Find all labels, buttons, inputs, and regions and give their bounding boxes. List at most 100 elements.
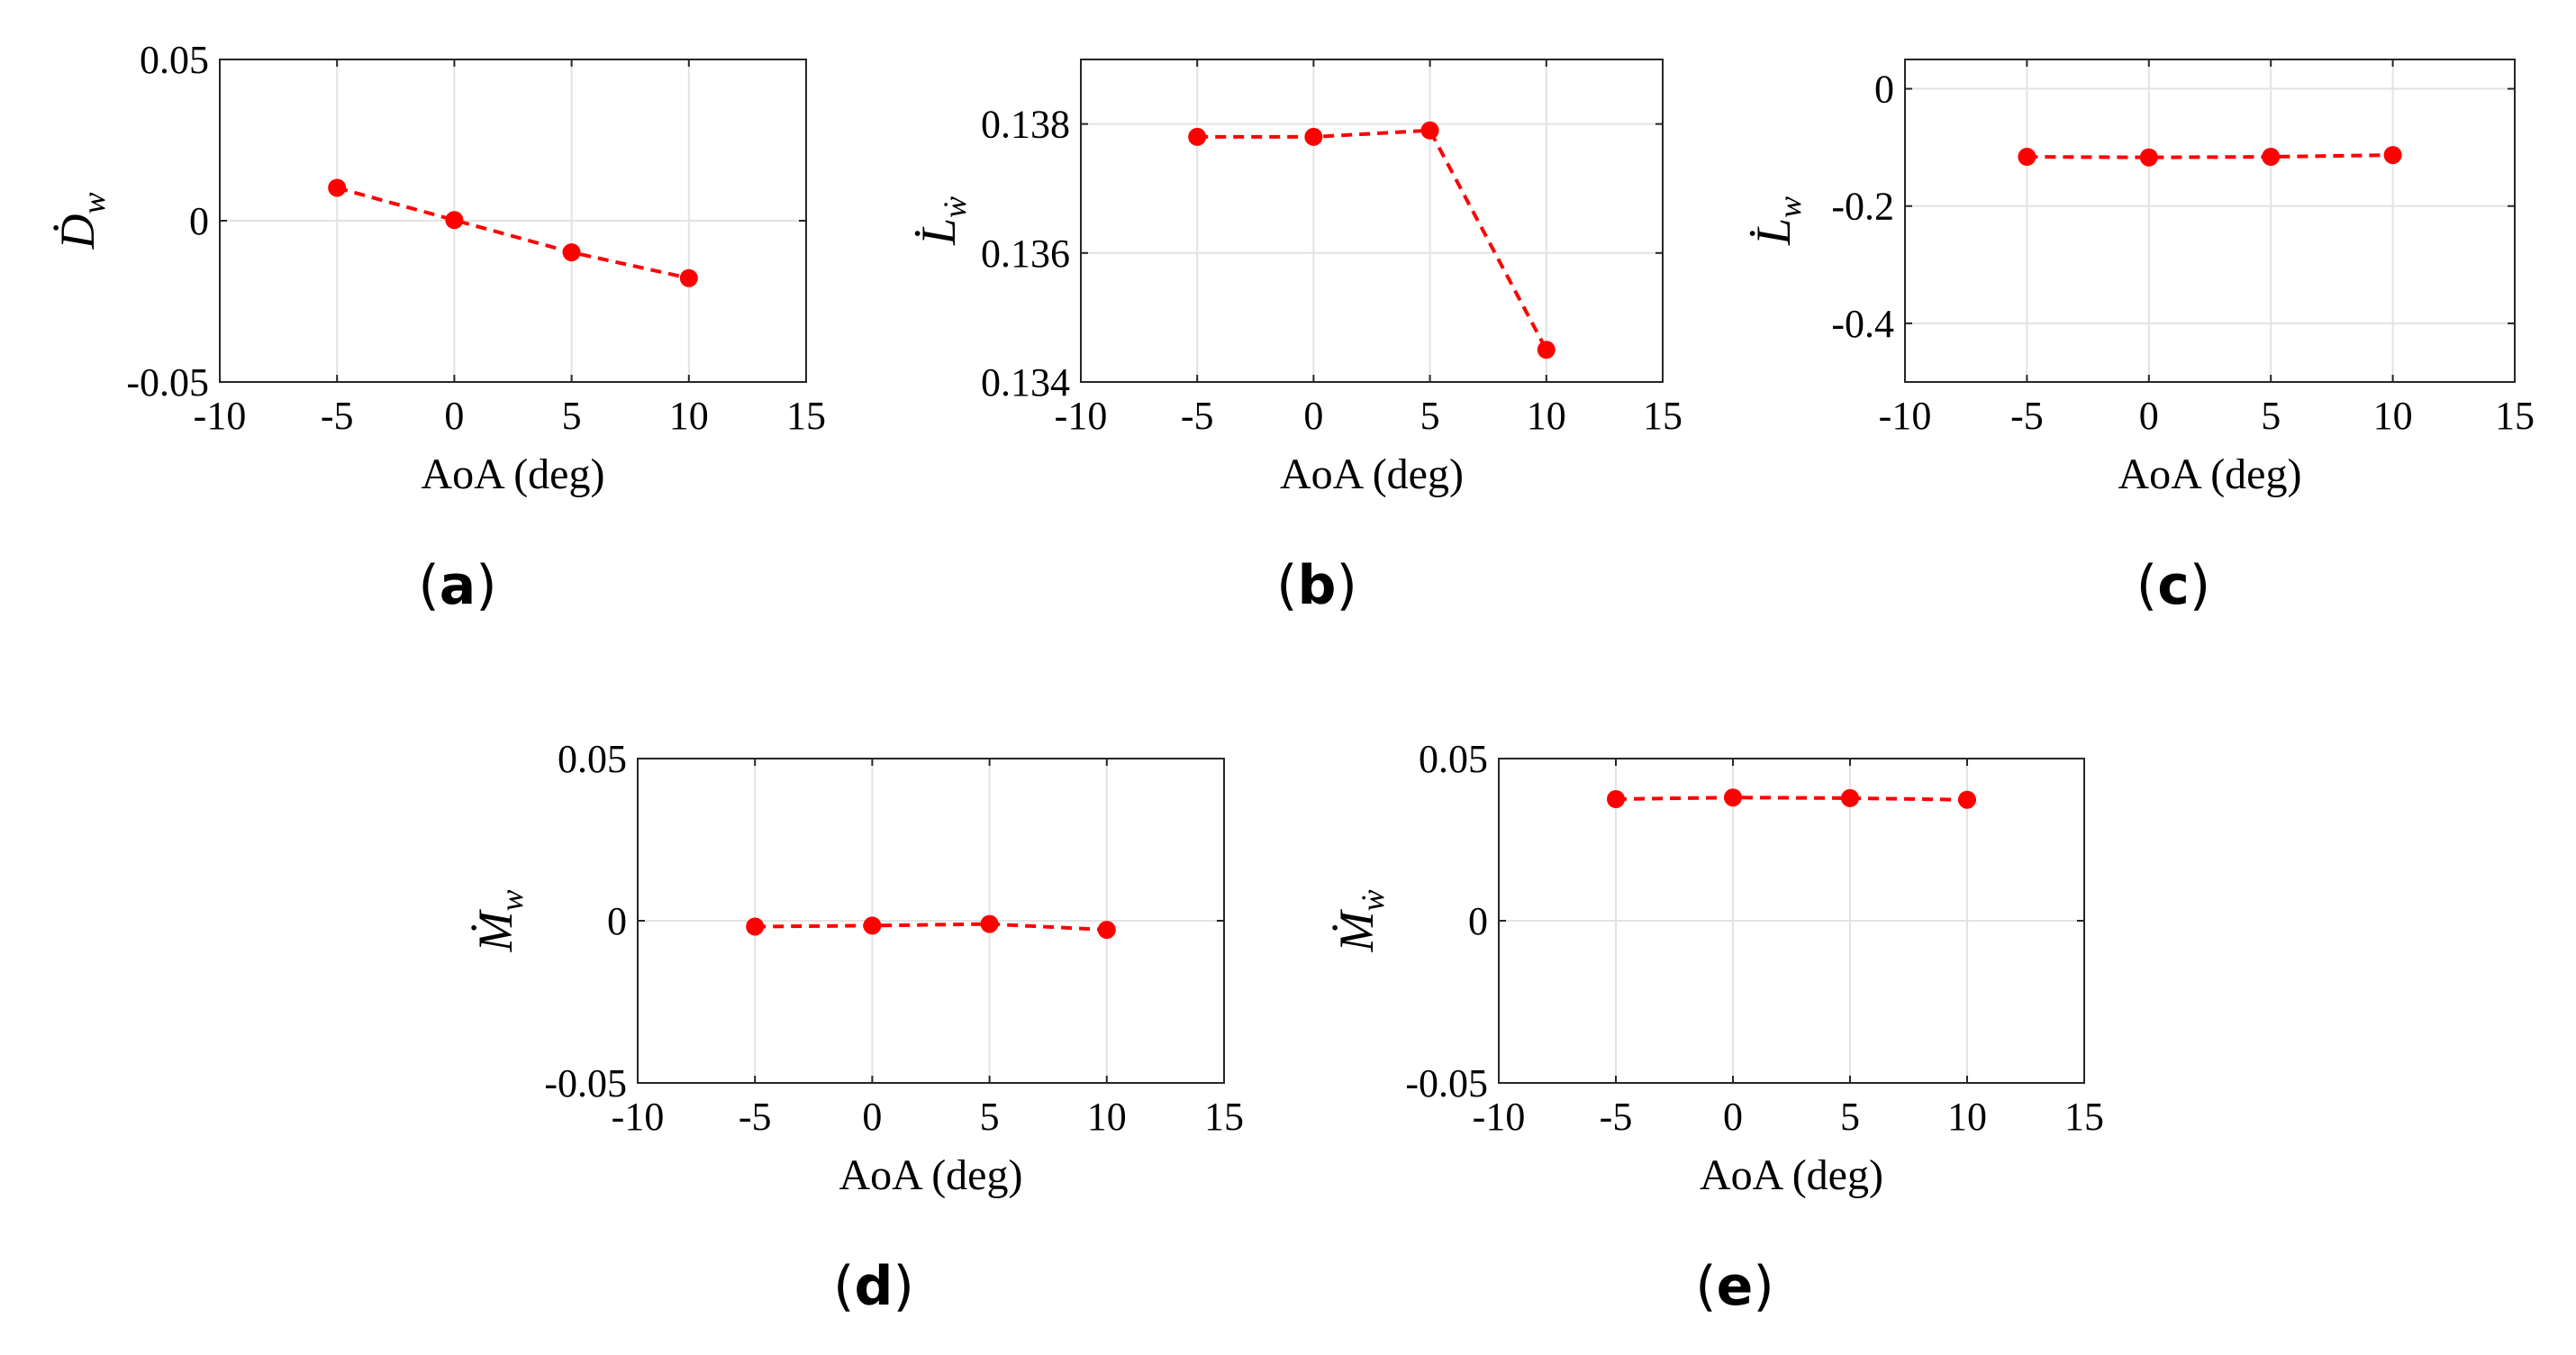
x-tick-label: 10 [669,394,709,438]
panel-label: (b) [1276,554,1357,617]
y-axis-label-main: Ḋ [50,214,104,250]
axes-frame [1080,59,1664,383]
chart-panel-e: -10 -5 0 5 10 15 -0.05 0 0.05 AoA (deg) Ṁẇ (e) [1329,737,2104,1318]
y-tick-label: -0.05 [544,1061,627,1105]
series-line [755,922,1107,932]
x-tick-label: 0 [2139,394,2159,438]
y-axis-label: L̇ẇ [912,196,973,246]
x-tick-label: 5 [2261,394,2281,438]
y-tick-label: -0.2 [1831,185,1894,229]
series-line [336,186,690,280]
panel-label-letter: c [2157,554,2190,617]
data-point [746,917,765,936]
series-line [1197,128,1548,351]
chart-panel-d: -10 -5 0 5 10 15 -0.05 0 0.05 AoA (deg) Ṁw (d) [468,737,1244,1318]
x-tick-label: -10 [194,394,247,438]
y-tick-label: -0.4 [1831,302,1894,346]
y-axis-label-subscript: w [76,192,112,214]
y-axis-label-main: Ṁ [468,909,522,953]
x-tick-label: 15 [786,394,826,438]
y-axis-label-subscript: w [1772,196,1808,218]
y-tick-label: 0.136 [981,232,1070,276]
data-point [1607,790,1625,808]
x-axis-label: AoA (deg) [1280,450,1464,498]
data-point [2383,146,2402,165]
x-axis-label: AoA (deg) [422,450,605,498]
x-tick-label: -5 [739,1095,772,1139]
x-tick-label: 0 [1303,394,1323,438]
x-tick-label: 0 [862,1095,882,1139]
panel-label-letter: d [855,1255,893,1318]
x-tick-label: 0 [444,394,464,438]
panel-label-open-paren: ( [1695,1255,1716,1318]
y-tick-label: 0 [1874,68,1894,112]
panel-label-open-paren: ( [2136,554,2157,617]
x-tick-label: 5 [562,394,582,438]
data-point [1958,790,1976,809]
y-tick-label: 0.05 [1419,737,1488,781]
panel-label-letter: e [1717,1255,1754,1318]
x-tick-label: -10 [612,1095,665,1139]
y-tick-label: 0.05 [558,737,627,781]
y-axis-label: L̇w [1746,196,1808,246]
data-point [1841,788,1859,807]
data-point [1537,341,1556,359]
series-line [2027,153,2393,159]
x-axis-label: AoA (deg) [1700,1151,1883,1199]
y-tick-label: 0 [607,899,627,943]
y-tick-label: 0 [1468,899,1488,943]
x-tick-label: 5 [1840,1095,1860,1139]
x-tick-label: 0 [1723,1095,1743,1139]
data-point [1097,921,1116,940]
y-axis-label-main: L̇ [1746,218,1800,246]
series-line [1615,796,1968,802]
data-point [562,243,581,262]
x-tick-label: -10 [1055,394,1108,438]
x-tick-label: -10 [1879,394,1932,438]
y-tick-label: -0.05 [126,360,209,405]
y-axis-label-main: Ṁ [1329,909,1383,953]
data-point [445,211,464,230]
panel-label: (a) [418,554,496,617]
y-tick-label: -0.05 [1405,1061,1488,1105]
x-tick-label: -5 [1181,394,1214,438]
chart-panel-c: -10 -5 0 5 10 15 -0.4 -0.2 0 AoA (deg) L̇w (c) [1746,59,2535,617]
x-tick-label: 10 [1947,1095,1987,1139]
panel-label-open-paren: ( [418,554,439,617]
chart-panel-a: -10 -5 0 5 10 15 -0.05 0 0.05 AoA (deg) Ḋw (a) [50,38,826,617]
y-tick-label: 0.138 [981,103,1070,147]
x-tick-label: -5 [2010,394,2044,438]
panel-label-close-paren: ) [893,1255,913,1318]
x-tick-label: 15 [1643,394,1683,438]
x-tick-label: 10 [1087,1095,1127,1139]
panel-label: (c) [2136,554,2210,617]
data-point [1188,127,1207,146]
y-tick-label: 0.05 [140,38,209,82]
panel-label-open-paren: ( [833,1255,854,1318]
data-point [1304,127,1323,146]
x-tick-label: 5 [980,1095,1000,1139]
y-axis-label-main: L̇ [912,218,966,246]
axes-frame [1904,59,2516,383]
y-axis-label-subscript: ẇ [1355,890,1391,912]
data-point [2018,148,2036,167]
y-axis-label-subscript: w [494,890,530,912]
data-point [980,914,999,933]
y-axis-label: Ṁw [468,890,530,953]
data-point [2139,148,2158,167]
panel-label: (e) [1695,1255,1774,1318]
x-axis-label: AoA (deg) [2118,450,2302,498]
y-axis-label: Ḋw [50,192,112,250]
panel-label-close-paren: ) [2190,554,2210,617]
data-point [1724,788,1742,807]
x-tick-label: 15 [2495,394,2535,438]
data-point [2262,148,2281,167]
x-tick-label: 5 [1420,394,1440,438]
chart-panel-b: -10 -5 0 5 10 15 0.134 0.136 0.138 AoA (deg) L̇ẇ (b… [912,59,1683,617]
data-point [863,916,882,935]
panel-label: (d) [833,1255,914,1318]
x-tick-label: 10 [2373,394,2413,438]
y-tick-label: 0.134 [981,360,1070,405]
data-point [1420,121,1439,140]
